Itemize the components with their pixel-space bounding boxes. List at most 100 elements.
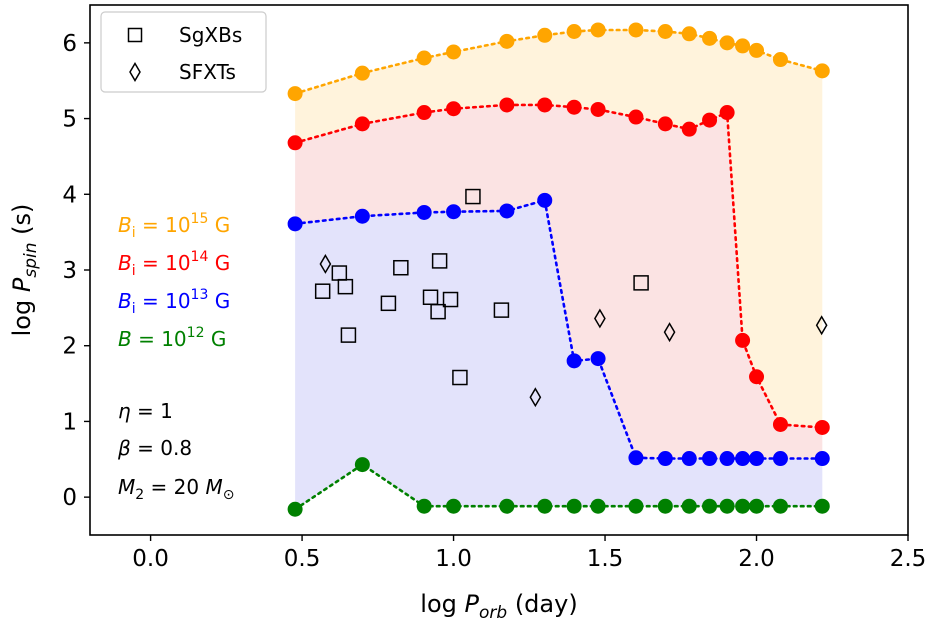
model-point <box>681 26 697 42</box>
model-point <box>590 498 606 514</box>
model-point <box>719 35 735 51</box>
model-point <box>628 498 644 514</box>
model-point <box>772 416 788 432</box>
fill-region-13 <box>295 200 823 510</box>
model-point <box>657 116 673 132</box>
sfxt-point <box>663 322 676 343</box>
model-point <box>416 498 432 514</box>
model-point <box>590 101 606 117</box>
param-label: M2 = 20 M⊙ <box>118 475 234 503</box>
sgxb-point <box>337 278 354 295</box>
sfxt-point <box>815 315 828 336</box>
y-tick-label: 5 <box>62 107 77 133</box>
model-point <box>702 498 718 514</box>
legend-diamond-icon <box>129 62 141 82</box>
param-label: η = 1 <box>118 399 173 423</box>
sgxb-point <box>633 275 649 291</box>
y-axis-label: log Pspin (s) <box>8 204 41 337</box>
model-point <box>702 451 718 467</box>
sgxb-point <box>340 327 357 343</box>
model-point <box>566 99 582 115</box>
param-label: β = 0.8 <box>117 436 192 460</box>
sgxb-point <box>431 253 448 269</box>
model-point <box>446 204 462 220</box>
model-point <box>702 30 718 46</box>
x-tick-label: 1.0 <box>435 546 472 572</box>
x-tick-label: 0.5 <box>284 546 321 572</box>
model-fill-regions <box>295 30 823 510</box>
model-point <box>537 97 553 113</box>
model-point <box>657 24 673 39</box>
model-point <box>749 498 765 514</box>
y-tick-label: 6 <box>62 31 77 57</box>
model-point <box>446 498 462 514</box>
model-point <box>681 121 697 137</box>
sgxb-point <box>442 291 459 308</box>
model-point <box>537 27 553 43</box>
model-point <box>354 208 370 224</box>
observed-sources <box>314 188 828 408</box>
model-point <box>287 86 303 102</box>
model-point <box>354 457 370 473</box>
model-point <box>719 451 735 467</box>
model-point <box>735 38 751 54</box>
x-tick-label: 2.5 <box>890 546 927 572</box>
x-axis-ticks: 0.0 0.5 1.0 1.5 2.0 2.5 <box>132 535 926 572</box>
model-point <box>657 451 673 467</box>
fill-region-14 <box>295 104 823 459</box>
model-point <box>590 351 606 367</box>
model-point <box>814 63 830 79</box>
sgxb-point <box>314 283 331 299</box>
y-tick-label: 1 <box>62 409 77 435</box>
parameter-labels: η = 1 β = 0.8 M2 = 20 M⊙ <box>117 399 234 503</box>
field-label-14: Bi = 1014 G <box>118 249 230 279</box>
sgxb-point <box>452 369 468 386</box>
model-point <box>499 97 515 113</box>
model-point <box>446 44 462 60</box>
model-point <box>719 498 735 514</box>
field-label-13: Bi = 1013 G <box>118 287 230 317</box>
legend-square-icon <box>127 27 143 43</box>
sfxt-point <box>594 308 606 329</box>
model-point <box>499 33 515 49</box>
y-tick-label: 0 <box>62 485 77 511</box>
y-axis-ticks: 0 1 2 3 4 5 6 <box>62 31 90 511</box>
model-point <box>566 24 582 39</box>
sgxb-point <box>380 295 397 312</box>
model-point <box>354 65 370 81</box>
x-tick-label: 1.5 <box>587 546 624 572</box>
model-point <box>499 203 515 219</box>
model-point <box>719 105 735 121</box>
model-point <box>749 369 765 385</box>
model-point <box>354 116 370 132</box>
model-point <box>628 109 644 125</box>
legend-label: SgXBs <box>179 23 242 47</box>
model-point <box>772 451 788 467</box>
model-point <box>735 451 751 467</box>
field-label-12: B = 1012 G <box>118 325 226 351</box>
model-point <box>287 216 303 232</box>
sgxb-point <box>493 302 510 318</box>
sgxb-point <box>393 259 409 276</box>
y-tick-label: 4 <box>62 182 77 208</box>
model-curves <box>287 22 830 517</box>
model-point <box>566 498 582 514</box>
x-tick-label: 0.0 <box>132 546 169 572</box>
model-point <box>566 353 582 369</box>
model-point <box>446 101 462 117</box>
x-axis-label: log Porb (day) <box>420 590 577 623</box>
model-point <box>628 450 644 466</box>
legend-label: SFXTs <box>179 60 236 84</box>
model-point <box>287 135 303 151</box>
model-point <box>416 50 432 66</box>
model-point <box>416 105 432 121</box>
model-point <box>749 451 765 467</box>
model-point <box>772 52 788 68</box>
model-point <box>814 498 830 514</box>
model-point <box>657 498 673 514</box>
model-point <box>681 451 697 467</box>
legend: SgXBs SFXTs <box>100 11 267 93</box>
model-point <box>681 498 697 514</box>
model-point <box>628 22 644 38</box>
